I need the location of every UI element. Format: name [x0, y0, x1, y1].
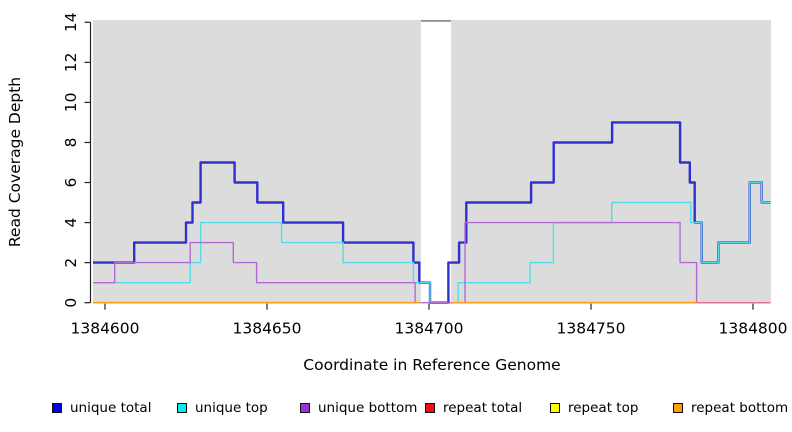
x-tick-label: 1384750: [556, 320, 625, 338]
legend-swatch-icon: [177, 403, 187, 413]
legend-swatch-icon: [425, 403, 435, 413]
y-tick-label: 6: [62, 178, 80, 188]
y-axis-label: Read Coverage Depth: [6, 77, 24, 247]
series-unique-top: [93, 181, 771, 304]
legend-item-repeat-top: repeat top: [550, 400, 638, 416]
legend-swatch-icon: [300, 403, 310, 413]
plot-layer: 0 2 4 6 8 10 12 14 1384600 1384650 1384700 1384750 1…: [62, 12, 788, 337]
x-tick-label: 1384600: [70, 320, 139, 338]
legend-label: repeat total: [443, 400, 523, 416]
plot-background-right: [451, 20, 771, 303]
x-tick-label: 1384800: [718, 320, 787, 338]
y-tick-label: 4: [62, 218, 80, 228]
legend: unique total unique top unique bottom repea…: [0, 396, 792, 422]
legend-swatch-icon: [52, 403, 62, 413]
y-tick-label: 8: [62, 138, 80, 148]
legend-label: repeat top: [568, 400, 639, 416]
legend-label: unique total: [70, 400, 152, 416]
y-tick-label: 12: [62, 52, 80, 72]
legend-swatch-icon: [673, 403, 683, 413]
x-axis-label: Coordinate in Reference Genome: [303, 356, 560, 374]
y-tick-label: 2: [62, 258, 80, 268]
legend-item-unique-top: unique top: [177, 400, 268, 416]
legend-label: repeat bottom: [691, 400, 789, 416]
coverage-chart-svg: 0 2 4 6 8 10 12 14 1384600 1384650 1384700 1384750 1…: [6, 12, 788, 374]
legend-item-unique-total: unique total: [52, 400, 151, 416]
y-tick-label: 14: [62, 12, 80, 32]
legend-item-repeat-bottom: repeat bottom: [673, 400, 788, 416]
x-tick-label: 1384700: [394, 320, 463, 338]
y-tick-label: 10: [62, 93, 80, 113]
series-unique-bottom: [93, 221, 771, 304]
legend-item-unique-bottom: unique bottom: [300, 400, 417, 416]
legend-swatch-icon: [550, 403, 560, 413]
y-tick-label: 0: [62, 298, 80, 308]
legend-label: unique top: [195, 400, 268, 416]
legend-item-repeat-total: repeat total: [425, 400, 522, 416]
x-tick-label: 1384650: [232, 320, 301, 338]
plot-background-left: [93, 20, 421, 303]
legend-label: unique bottom: [318, 400, 418, 416]
